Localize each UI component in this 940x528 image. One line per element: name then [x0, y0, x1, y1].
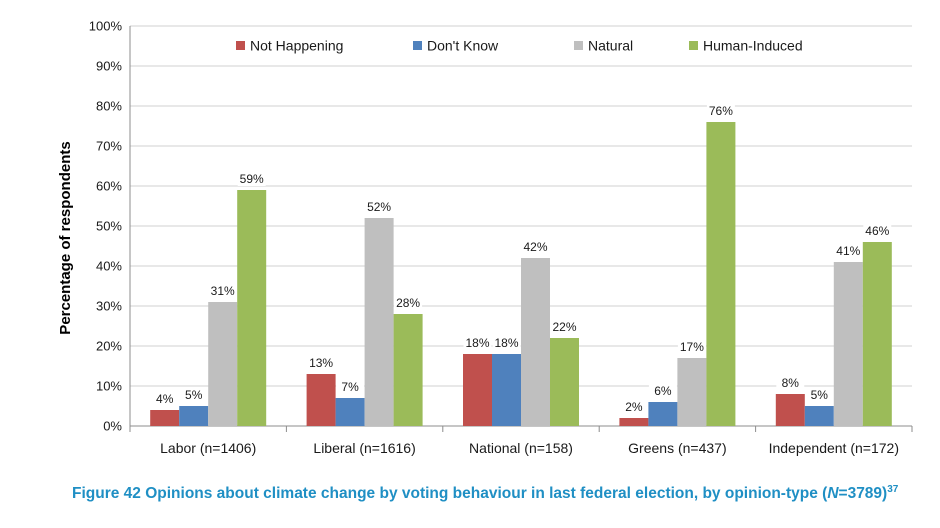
category-label: Liberal (n=1616)	[313, 440, 415, 456]
data-label: 28%	[396, 296, 420, 310]
data-label: 7%	[341, 380, 359, 394]
bar	[463, 354, 492, 426]
bar	[706, 122, 736, 426]
data-label-bg	[834, 244, 863, 258]
data-label: 52%	[367, 200, 391, 214]
legend-label: Not Happening	[250, 38, 343, 54]
legend: Not Happening Don't Know Natural Human-Indu…	[236, 38, 803, 54]
data-label-bg	[706, 104, 735, 118]
data-label: 13%	[309, 356, 333, 370]
caption-text: Figure 42 Opinions about climate change …	[72, 485, 828, 503]
data-label: 17%	[680, 340, 704, 354]
legend-swatch	[689, 41, 698, 50]
bar	[804, 406, 834, 426]
data-label: 5%	[811, 388, 829, 402]
y-tick-label: 100%	[89, 19, 123, 34]
data-label-bg	[648, 384, 677, 398]
data-label-bg	[550, 320, 579, 334]
y-tick-label: 60%	[96, 179, 122, 194]
bar	[237, 190, 267, 426]
data-label-bg	[492, 336, 521, 350]
bar	[364, 218, 394, 426]
y-tick-label: 10%	[96, 379, 122, 394]
legend-label: Don't Know	[427, 38, 499, 54]
data-label-bg	[776, 376, 805, 390]
data-label-bg	[307, 356, 336, 370]
bar	[677, 358, 707, 426]
data-label-bg	[805, 388, 834, 402]
bar	[648, 402, 678, 426]
data-label-bg	[208, 284, 237, 298]
y-tick-label: 80%	[96, 99, 122, 114]
legend-label: Human-Induced	[703, 38, 803, 54]
data-label-bg	[179, 388, 208, 402]
data-label: 46%	[865, 224, 889, 238]
bar-chart: 0% 10% 20% 30% 40% 50% 60% 70% 80% 90% 100% 4% 5% 31…	[57, 19, 913, 456]
bar	[833, 262, 863, 426]
legend-swatch	[236, 41, 245, 50]
bar	[521, 258, 550, 426]
data-label: 41%	[836, 244, 860, 258]
data-label: 6%	[654, 384, 672, 398]
data-label: 59%	[240, 172, 264, 186]
bar	[775, 394, 805, 426]
data-label: 31%	[211, 284, 235, 298]
data-label-bg	[619, 400, 648, 414]
category-label: Independent (n=172)	[769, 440, 899, 456]
legend-swatch	[413, 41, 422, 50]
bar	[306, 374, 336, 426]
data-label-bg	[863, 224, 892, 238]
y-tick-label: 20%	[96, 339, 122, 354]
bar	[150, 410, 180, 426]
caption-footnote: 37	[887, 484, 899, 495]
data-label: 42%	[523, 240, 547, 254]
data-label: 22%	[552, 320, 576, 334]
data-label-bg	[677, 340, 706, 354]
data-label: 18%	[465, 336, 489, 350]
bar	[393, 314, 423, 426]
data-label-bg	[463, 336, 492, 350]
y-axis-label: Percentage of respondents	[57, 141, 74, 334]
data-label-bg	[521, 240, 550, 254]
y-tick-label: 40%	[96, 259, 122, 274]
bar	[550, 338, 579, 426]
category-label: Greens (n=437)	[628, 440, 726, 456]
data-label: 2%	[625, 400, 643, 414]
bar	[862, 242, 892, 426]
bar	[619, 418, 649, 426]
category-label: National (n=158)	[469, 440, 573, 456]
y-tick-labels: 0% 10% 20% 30% 40% 50% 60% 70% 80% 90% 100%	[89, 19, 123, 434]
y-tick-label: 50%	[96, 219, 122, 234]
data-label-bg	[336, 380, 365, 394]
data-label-bg	[394, 296, 423, 310]
data-label: 18%	[494, 336, 518, 350]
data-label-bg	[365, 200, 394, 214]
caption-n-value: =3789)	[838, 485, 888, 503]
data-label: 76%	[709, 104, 733, 118]
caption-n-variable: N	[827, 485, 839, 503]
legend-label: Natural	[588, 38, 633, 54]
figure-caption: Figure 42 Opinions about climate change …	[72, 484, 932, 503]
data-label: 8%	[782, 376, 800, 390]
category-labels: Labor (n=1406) Liberal (n=1616) National (…	[129, 426, 913, 456]
y-tick-label: 30%	[96, 299, 122, 314]
legend-swatch	[574, 41, 583, 50]
data-labels: 4% 5% 31% 59% 13% 7% 52% 28% 18% 18% 42% 22% 2% 6% 17%…	[150, 104, 892, 414]
y-tick-label: 90%	[96, 59, 122, 74]
data-label-bg	[237, 172, 266, 186]
bar	[335, 398, 365, 426]
bar	[208, 302, 238, 426]
data-label: 4%	[156, 392, 174, 406]
bars	[150, 122, 892, 426]
data-label: 5%	[185, 388, 203, 402]
bar	[179, 406, 209, 426]
data-label-bg	[150, 392, 179, 406]
category-label: Labor (n=1406)	[160, 440, 256, 456]
bar	[492, 354, 521, 426]
y-tick-label: 0%	[103, 419, 122, 434]
y-tick-label: 70%	[96, 139, 122, 154]
